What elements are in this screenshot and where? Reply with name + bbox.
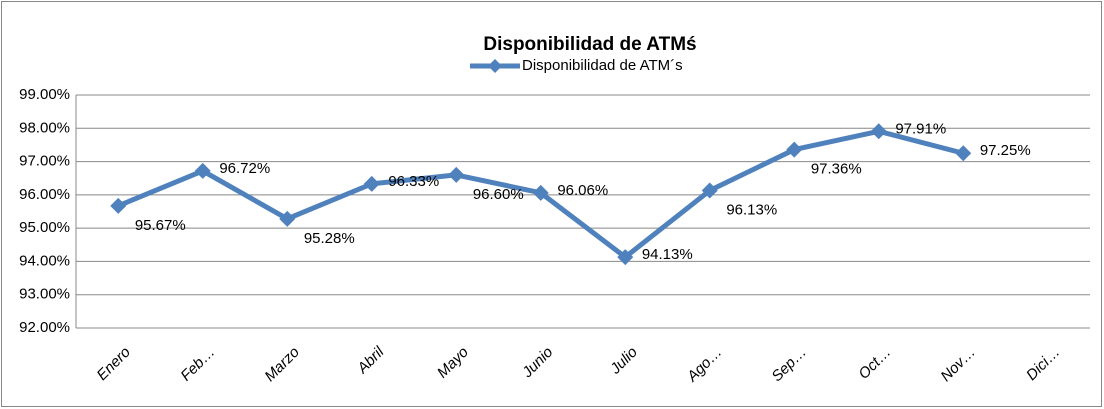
data-label: 96.72% xyxy=(219,160,270,177)
point-marker xyxy=(194,162,211,179)
y-tick-label: 92.00% xyxy=(19,319,70,336)
data-label: 95.67% xyxy=(135,217,186,234)
data-label: 96.13% xyxy=(726,201,777,218)
data-label: 97.91% xyxy=(895,120,946,137)
y-tick-label: 94.00% xyxy=(19,252,70,269)
point-marker xyxy=(870,123,887,140)
point-marker xyxy=(617,249,634,266)
data-label: 97.25% xyxy=(980,142,1031,159)
point-marker xyxy=(786,141,803,158)
point-marker xyxy=(279,210,296,227)
point-marker xyxy=(110,197,127,214)
data-label: 96.06% xyxy=(557,182,608,199)
y-tick-label: 93.00% xyxy=(19,286,70,303)
y-tick-label: 97.00% xyxy=(19,153,70,170)
point-marker xyxy=(363,175,380,192)
data-label: 95.28% xyxy=(304,230,355,247)
point-marker xyxy=(701,182,718,199)
data-label: 96.33% xyxy=(388,173,439,190)
data-label: 94.13% xyxy=(642,246,693,263)
data-label: 96.60% xyxy=(473,186,524,203)
y-tick-label: 95.00% xyxy=(19,219,70,236)
legend-marker xyxy=(488,59,502,73)
point-marker xyxy=(532,184,549,201)
point-marker xyxy=(448,166,465,183)
point-marker xyxy=(955,145,972,162)
y-tick-label: 99.00% xyxy=(19,86,70,103)
legend-label: Disponibilidad de ATM´s xyxy=(522,57,683,74)
chart-title: Disponibilidad de ATMś xyxy=(483,34,696,55)
y-tick-label: 96.00% xyxy=(19,186,70,203)
y-tick-label: 98.00% xyxy=(19,119,70,136)
data-label: 97.36% xyxy=(811,161,862,178)
